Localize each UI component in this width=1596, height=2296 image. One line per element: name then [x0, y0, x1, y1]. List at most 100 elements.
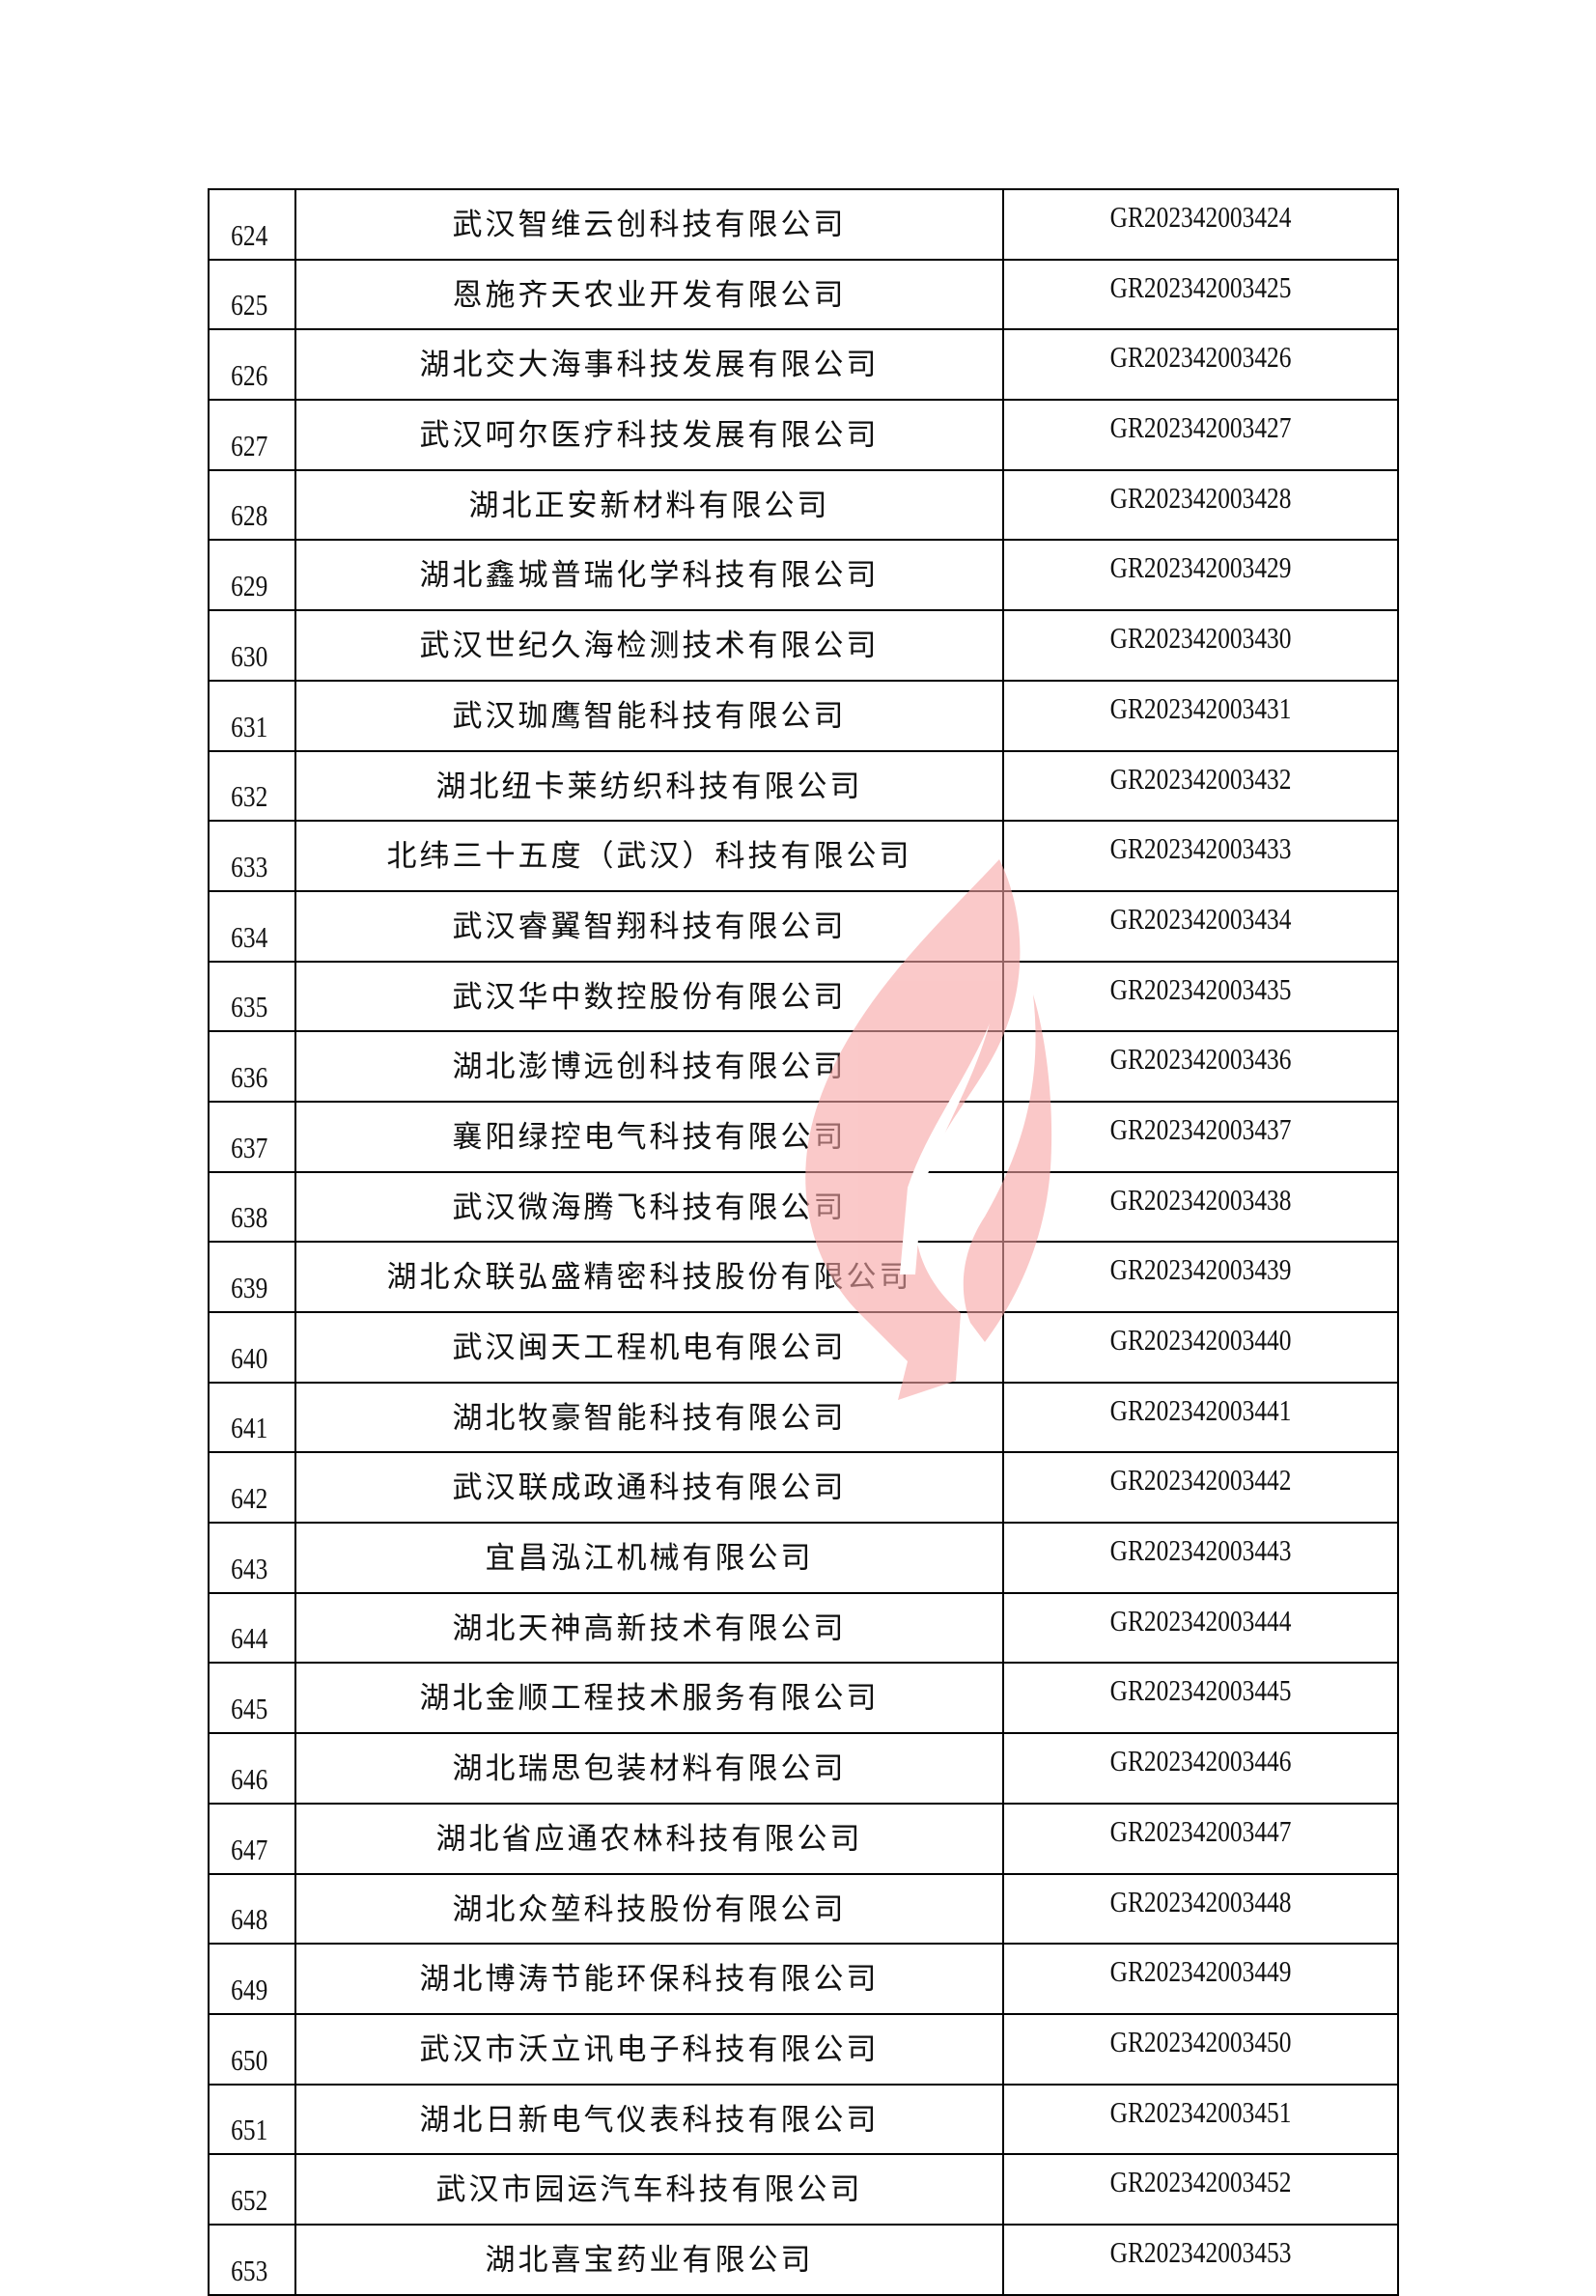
certificate-number-cell: GR202342003426 [1002, 328, 1399, 402]
certificate-number-cell: GR202342003446 [1002, 1732, 1399, 1805]
certificate-number: GR202342003453 [1109, 2234, 1292, 2269]
row-number-cell: 627 [208, 399, 296, 471]
certificate-number: GR202342003440 [1109, 1323, 1292, 1357]
table-row: 641 湖北牧豪智能科技有限公司 GR202342003441 [208, 1381, 1399, 1454]
table-row: 635 武汉华中数控股份有限公司 GR202342003435 [208, 960, 1399, 1033]
row-number-cell: 641 [208, 1381, 296, 1454]
row-number: 637 [231, 1130, 268, 1164]
company-name-cell: 湖北纽卡莱纺织科技有限公司 [294, 749, 1004, 823]
certificate-number: GR202342003448 [1109, 1884, 1292, 1918]
row-number: 648 [231, 1902, 268, 1937]
company-name: 湖北金顺工程技术服务有限公司 [419, 1681, 880, 1716]
row-number: 646 [231, 1761, 268, 1796]
row-number: 629 [231, 569, 268, 603]
certificate-number: GR202342003446 [1109, 1744, 1292, 1778]
row-number: 645 [231, 1692, 268, 1726]
row-number-cell: 648 [208, 1872, 296, 1946]
row-number-cell: 637 [208, 1100, 296, 1173]
company-name: 湖北瑞思包装材料有限公司 [452, 1751, 847, 1786]
company-name-cell: 宜昌泓江机械有限公司 [294, 1522, 1004, 1594]
table-row: 636 湖北澎博远创科技有限公司 GR202342003436 [208, 1030, 1399, 1103]
company-name: 湖北众联弘盛精密科技股份有限公司 [386, 1260, 912, 1295]
certificate-number: GR202342003430 [1109, 621, 1292, 656]
table-row: 642 武汉联成政通科技有限公司 GR202342003442 [208, 1451, 1399, 1525]
row-number: 632 [231, 779, 268, 814]
row-number-cell: 649 [208, 1943, 296, 2015]
row-number-cell: 633 [208, 820, 296, 892]
certificate-number-cell: GR202342003437 [1002, 1100, 1399, 1173]
certificate-number-cell: GR202342003433 [1002, 820, 1399, 892]
table-row: 629 湖北鑫城普瑞化学科技有限公司 GR202342003429 [208, 539, 1399, 612]
certificate-number-cell: GR202342003434 [1002, 889, 1399, 963]
company-name: 湖北博涛节能环保科技有限公司 [419, 1962, 880, 1997]
certificate-number-cell: GR202342003441 [1002, 1381, 1399, 1454]
row-number-cell: 634 [208, 889, 296, 963]
table-row: 652 武汉市园运汽车科技有限公司 GR202342003452 [208, 2153, 1399, 2226]
certificate-number-cell: GR202342003430 [1002, 609, 1399, 682]
table-row: 632 湖北纽卡莱纺织科技有限公司 GR202342003432 [208, 749, 1399, 823]
company-name-cell: 北纬三十五度（武汉）科技有限公司 [294, 820, 1004, 892]
certificate-number-cell: GR202342003447 [1002, 1802, 1399, 1875]
certificate-number: GR202342003425 [1109, 269, 1292, 304]
company-name: 湖北省应通农林科技有限公司 [435, 1821, 863, 1856]
table-row: 631 武汉珈鹰智能科技有限公司 GR202342003431 [208, 679, 1399, 752]
company-name: 湖北众堃科技股份有限公司 [452, 1891, 847, 1926]
company-name: 宜昌泓江机械有限公司 [485, 1541, 814, 1576]
company-name: 武汉市园运汽车科技有限公司 [435, 2172, 863, 2207]
row-number-cell: 638 [208, 1170, 296, 1244]
company-name-cell: 湖北正安新材料有限公司 [294, 468, 1004, 542]
table-row: 651 湖北日新电气仪表科技有限公司 GR202342003451 [208, 2083, 1399, 2156]
row-number: 626 [231, 358, 268, 393]
certificate-number-cell: GR202342003440 [1002, 1311, 1399, 1384]
row-number: 633 [231, 849, 268, 883]
table-row: 628 湖北正安新材料有限公司 GR202342003428 [208, 468, 1399, 542]
table-row: 630 武汉世纪久海检测技术有限公司 GR202342003430 [208, 609, 1399, 682]
row-number-cell: 628 [208, 468, 296, 542]
row-number: 636 [231, 1059, 268, 1094]
row-number: 624 [231, 217, 268, 252]
certificate-number-cell: GR202342003425 [1002, 258, 1399, 331]
company-name-cell: 湖北鑫城普瑞化学科技有限公司 [294, 539, 1004, 612]
row-number: 652 [231, 2182, 268, 2217]
company-name: 武汉珈鹰智能科技有限公司 [452, 698, 847, 733]
row-number: 630 [231, 638, 268, 673]
company-name: 武汉市沃立讯电子科技有限公司 [419, 2031, 880, 2066]
certificate-number-cell: GR202342003443 [1002, 1522, 1399, 1594]
row-number-cell: 644 [208, 1591, 296, 1665]
company-name-cell: 武汉市沃立讯电子科技有限公司 [294, 2012, 1004, 2086]
certificate-number: GR202342003433 [1109, 831, 1292, 866]
company-table: 624 武汉智维云创科技有限公司 GR202342003424 625 恩施齐天农业开发… [208, 188, 1399, 2296]
row-number-cell: 643 [208, 1522, 296, 1594]
company-name-cell: 湖北众联弘盛精密科技股份有限公司 [294, 1241, 1004, 1313]
company-name: 湖北纽卡莱纺织科技有限公司 [435, 769, 863, 803]
certificate-number-cell: GR202342003452 [1002, 2153, 1399, 2226]
company-name: 武汉微海腾飞科技有限公司 [452, 1190, 847, 1224]
certificate-number: GR202342003429 [1109, 550, 1292, 585]
certificate-number: GR202342003434 [1109, 901, 1292, 936]
company-name-cell: 湖北省应通农林科技有限公司 [294, 1802, 1004, 1875]
company-name-cell: 武汉智维云创科技有限公司 [294, 188, 1004, 261]
row-number: 639 [231, 1271, 268, 1304]
company-name-cell: 恩施齐天农业开发有限公司 [294, 258, 1004, 331]
row-number: 644 [231, 1621, 268, 1656]
row-number: 631 [231, 709, 268, 743]
company-name-cell: 武汉珈鹰智能科技有限公司 [294, 679, 1004, 752]
certificate-number-cell: GR202342003451 [1002, 2083, 1399, 2156]
table-row: 624 武汉智维云创科技有限公司 GR202342003424 [208, 188, 1399, 261]
row-number-cell: 653 [208, 2223, 296, 2296]
row-number: 628 [231, 498, 268, 533]
certificate-number-cell: GR202342003431 [1002, 679, 1399, 752]
company-name: 湖北交大海事科技发展有限公司 [419, 348, 880, 382]
table-row: 637 襄阳绿控电气科技有限公司 GR202342003437 [208, 1100, 1399, 1173]
certificate-number: GR202342003443 [1109, 1533, 1292, 1568]
table-row: 647 湖北省应通农林科技有限公司 GR202342003447 [208, 1802, 1399, 1875]
row-number: 647 [231, 1832, 268, 1866]
company-name-cell: 武汉市园运汽车科技有限公司 [294, 2153, 1004, 2226]
certificate-number-cell: GR202342003436 [1002, 1030, 1399, 1103]
company-name: 武汉联成政通科技有限公司 [452, 1470, 847, 1505]
row-number-cell: 639 [208, 1241, 296, 1313]
certificate-number: GR202342003450 [1109, 2024, 1292, 2058]
company-name: 武汉睿翼智翔科技有限公司 [452, 909, 847, 943]
certificate-number: GR202342003424 [1109, 200, 1292, 234]
company-table-body: 624 武汉智维云创科技有限公司 GR202342003424 625 恩施齐天农业开发… [208, 188, 1399, 2296]
